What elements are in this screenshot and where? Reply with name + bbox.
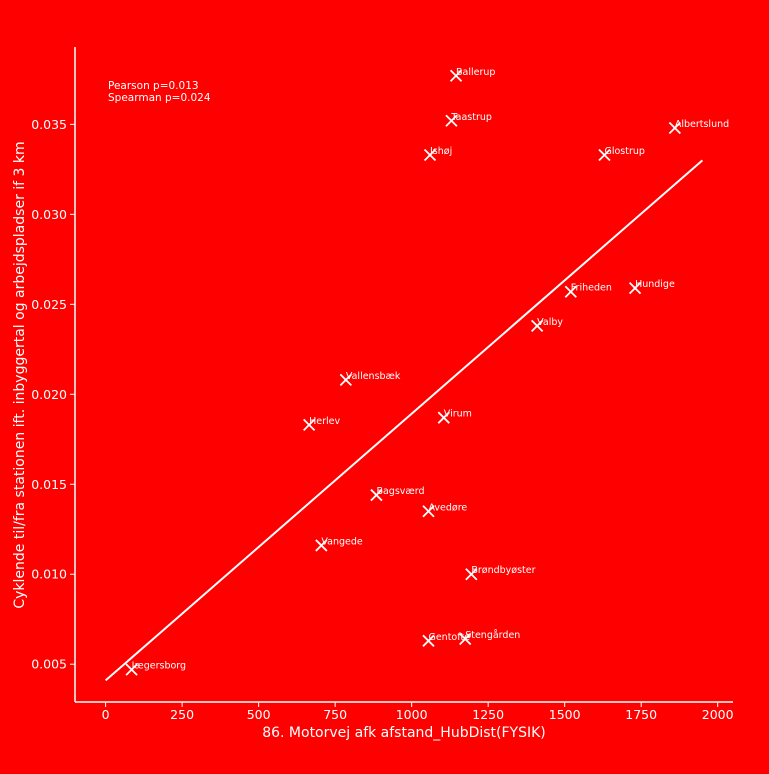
point-label: Brøndbyøster — [471, 565, 535, 576]
point-label: Glostrup — [604, 146, 644, 157]
point-marker-stroke — [315, 539, 328, 552]
x-tick-label: 1000 — [396, 707, 428, 722]
point-label: Ishøj — [430, 146, 452, 157]
point-label: Avedøre — [428, 502, 467, 513]
point-label: Valby — [537, 317, 563, 328]
data-point: Ballerup — [449, 67, 495, 82]
x-ticks: 0 250 500 750 1000 1250 1500 1750 2000 — [102, 702, 734, 722]
point-marker-stroke — [422, 505, 435, 518]
trend-line — [104, 159, 704, 682]
y-tick-label: 0.015 — [31, 477, 67, 492]
x-tick-label: 500 — [247, 707, 271, 722]
data-point: Virum — [437, 409, 472, 424]
point-marker-stroke — [598, 148, 611, 162]
data-point: Ishøj — [423, 146, 452, 162]
data-point: Jægersborg — [125, 661, 186, 676]
x-tick-label: 750 — [323, 707, 347, 722]
point-marker-stroke — [530, 319, 544, 333]
data-point: Bagsværd — [370, 486, 425, 502]
data-point: Glostrup — [598, 146, 645, 162]
data-point: Brøndbyøster — [465, 565, 536, 581]
point-label: Vallensbæk — [346, 371, 401, 382]
point-marker-stroke — [445, 114, 458, 127]
data-point: Herlev — [302, 416, 341, 432]
point-marker-stroke — [437, 411, 450, 424]
point-label: Herlev — [309, 416, 340, 427]
data-point: Taastrup — [445, 112, 492, 127]
point-marker-stroke — [449, 69, 463, 82]
data-point: Gentofte — [422, 632, 470, 647]
data-point: Avedøre — [422, 502, 467, 518]
point-marker-stroke — [125, 663, 138, 676]
y-tick-label: 0.020 — [31, 387, 67, 402]
point-label: Taastrup — [450, 112, 492, 123]
point-marker-stroke — [302, 418, 316, 432]
point-marker-stroke — [339, 373, 352, 387]
x-tick-label: 250 — [170, 707, 194, 722]
y-tick-label: 0.005 — [31, 657, 67, 672]
y-ticks: 0.005 0.010 0.015 0.020 0.025 0.030 0.035 — [31, 117, 75, 672]
x-tick-label: 0 — [102, 707, 110, 722]
point-label: Albertslund — [675, 119, 729, 130]
x-tick-label: 1500 — [549, 707, 581, 722]
x-tick-label: 1750 — [625, 707, 657, 722]
point-label: Virum — [444, 409, 472, 420]
point-marker-stroke — [628, 281, 642, 295]
point-marker-stroke — [422, 634, 435, 647]
point-label: Stengården — [465, 630, 520, 641]
x-axis-label: 86. Motorvej afk afstand_HubDist(FYSIK) — [262, 725, 546, 741]
data-point: Hundige — [628, 279, 675, 295]
point-marker-stroke — [564, 285, 577, 298]
y-tick-label: 0.035 — [31, 117, 67, 132]
data-point: Friheden — [564, 283, 612, 298]
data-point: Vangede — [315, 536, 363, 552]
x-tick-label: 2000 — [702, 707, 734, 722]
point-label: Hundige — [635, 279, 675, 290]
y-tick-label: 0.010 — [31, 567, 67, 582]
y-tick-label: 0.030 — [31, 207, 67, 222]
point-marker-stroke — [459, 632, 472, 646]
point-label: Vangede — [321, 536, 363, 547]
point-marker-stroke — [668, 121, 681, 135]
data-points: Ballerup Taastrup Albertslund Ishøj Glostrup… — [125, 67, 729, 676]
data-point: Vallensbæk — [339, 371, 401, 387]
point-label: Jægersborg — [131, 661, 186, 672]
point-label: Friheden — [571, 283, 612, 294]
data-point: Albertslund — [668, 119, 729, 135]
point-label: Gentofte — [428, 632, 470, 643]
x-tick-label: 1250 — [472, 707, 504, 722]
point-marker-stroke — [465, 568, 478, 581]
y-tick-label: 0.025 — [31, 297, 67, 312]
point-label: Ballerup — [456, 67, 495, 78]
point-marker-stroke — [370, 488, 383, 502]
y-axis-label: Cyklende til/fra stationen ift. inbygger… — [12, 141, 28, 608]
data-point: Valby — [530, 317, 563, 333]
data-point: Stengården — [459, 630, 520, 646]
point-marker-stroke — [423, 148, 437, 162]
point-label: Bagsværd — [376, 486, 424, 497]
stats-spearman: Spearman p=0.024 — [108, 92, 211, 104]
stats-pearson: Pearson p=0.013 — [108, 80, 199, 92]
